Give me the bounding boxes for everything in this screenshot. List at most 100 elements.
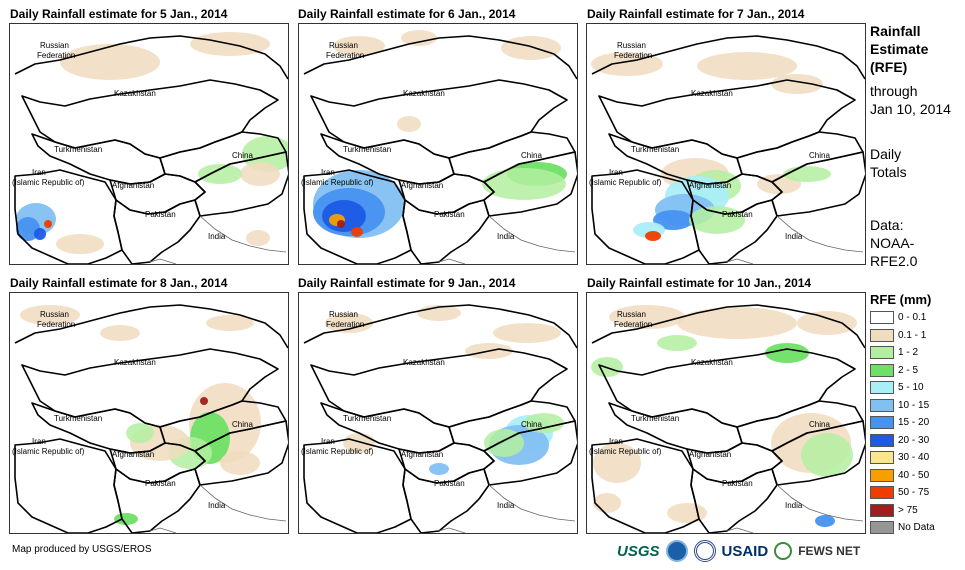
rainfall-area (343, 433, 375, 453)
rainfall-area (667, 503, 707, 523)
legend-item: 0 - 0.1 (870, 310, 926, 325)
country-label-russia-2: Federation (37, 320, 75, 329)
usaid-logo: USAID (721, 542, 769, 560)
rainfall-area (482, 168, 566, 200)
legend-item: 30 - 40 (870, 450, 929, 465)
legend-item: 10 - 15 (870, 398, 929, 413)
rainfall-area (200, 397, 208, 405)
legend-title: RFE (mm) (870, 292, 932, 307)
rainfall-area (16, 217, 40, 241)
rainfall-area (198, 164, 242, 184)
country-label-iran-2: (Islamic Republic of) (589, 178, 662, 187)
country-label-china: China (521, 420, 542, 429)
country-label-afghanistan: Afghanistan (112, 450, 154, 459)
country-label-china: China (232, 151, 253, 160)
country-label-iran-1: Iran (609, 168, 623, 177)
legend-label: 50 - 75 (898, 487, 930, 498)
country-label-turkmenistan: Turkmenistan (54, 145, 102, 154)
rainfall-area (697, 52, 797, 80)
country-label-iran-1: Iran (321, 437, 335, 446)
noaa-logo (665, 540, 688, 562)
country-label-iran-2: (Islamic Republic of) (12, 447, 85, 456)
country-label-india: India (497, 501, 515, 510)
legend-swatch (870, 328, 894, 342)
legend-swatch (870, 381, 894, 394)
country-label-turkmenistan: Turkmenistan (54, 414, 102, 423)
legend-item: 2 - 5 (870, 363, 918, 378)
map-panel-7-jan: Russian Federation Kazakhstan Turkmenistan I… (586, 23, 866, 265)
panel-title-5-jan: Daily Rainfall estimate for 5 Jan., 2014 (10, 7, 228, 21)
rainfall-area (815, 515, 835, 527)
side-title-line-2: Estimate (870, 41, 929, 57)
country-label-pakistan: Pakistan (145, 210, 176, 219)
neighbor-border (199, 215, 287, 253)
legend-label: 30 - 40 (898, 452, 930, 463)
rainfall-area (401, 30, 437, 46)
country-label-turkmenistan: Turkmenistan (631, 145, 679, 154)
rainfall-area (765, 343, 809, 363)
country-label-afghanistan: Afghanistan (112, 181, 154, 190)
legend-item: No Data (870, 520, 935, 535)
country-border (591, 304, 865, 349)
legend-swatch (870, 346, 894, 359)
country-border (303, 304, 577, 349)
map-panel-9-jan: Russian Federation Kazakhstan Turkmenistan I… (298, 292, 578, 534)
country-label-russia-1: Russian (617, 310, 646, 319)
rainfall-area (333, 36, 385, 56)
legend-item: 0.1 - 1 (870, 328, 926, 343)
country-label-kazakhstan: Kazakhstan (114, 358, 156, 367)
panel-title-10-jan: Daily Rainfall estimate for 10 Jan., 201… (587, 276, 812, 290)
legend-swatch (870, 363, 894, 377)
neighbor-border (726, 258, 754, 264)
rainfall-area (60, 44, 160, 80)
country-border (320, 402, 455, 454)
legend-swatch (870, 398, 894, 412)
country-label-kazakhstan: Kazakhstan (403, 89, 445, 98)
map-panel-5-jan: Russian Federation Kazakhstan Turkmenistan I… (9, 23, 289, 265)
legend-swatch (870, 486, 894, 499)
rainfall-area (126, 423, 154, 443)
panel-title-8-jan: Daily Rainfall estimate for 8 Jan., 2014 (10, 276, 228, 290)
legend-item: 40 - 50 (870, 468, 929, 483)
map-panel-10-jan: Russian Federation Kazakhstan Turkmenistan I… (586, 292, 866, 534)
side-data-line-3: RFE2.0 (870, 253, 918, 269)
country-border (14, 304, 288, 349)
rainfall-area (351, 227, 363, 237)
country-label-russia-1: Russian (617, 41, 646, 50)
rainfall-area (56, 234, 104, 254)
legend-swatch (870, 503, 894, 517)
legend-label: No Data (898, 522, 935, 533)
country-border (448, 400, 576, 452)
country-label-afghanistan: Afghanistan (401, 450, 443, 459)
neighbor-border (488, 484, 576, 522)
rainfall-area (657, 335, 697, 351)
country-border (159, 400, 287, 452)
rainfall-area (783, 166, 831, 182)
map-credit: Map produced by USGS/EROS (12, 544, 152, 555)
rainfall-area (593, 443, 641, 483)
side-totals-line-2: Totals (870, 164, 907, 180)
rainfall-area (34, 228, 46, 240)
legend-label: 20 - 30 (898, 434, 930, 446)
country-border (591, 35, 865, 80)
country-label-russia-2: Federation (326, 320, 364, 329)
country-label-russia-1: Russian (329, 310, 358, 319)
country-label-pakistan: Pakistan (434, 210, 465, 219)
country-label-pakistan: Pakistan (722, 479, 753, 488)
legend-item: 15 - 20 (870, 415, 929, 430)
rainfall-area (677, 307, 797, 339)
legend-label: 0.1 - 1 (898, 329, 927, 341)
side-data-line-1: Data: (870, 217, 904, 233)
panel-title-9-jan: Daily Rainfall estimate for 9 Jan., 2014 (298, 276, 516, 290)
legend-item: > 75 (870, 503, 918, 518)
country-border (591, 438, 700, 533)
country-label-kazakhstan: Kazakhstan (691, 358, 733, 367)
neighbor-border (149, 527, 177, 533)
country-border (591, 169, 700, 264)
country-border (608, 402, 743, 454)
country-label-india: India (785, 232, 803, 241)
